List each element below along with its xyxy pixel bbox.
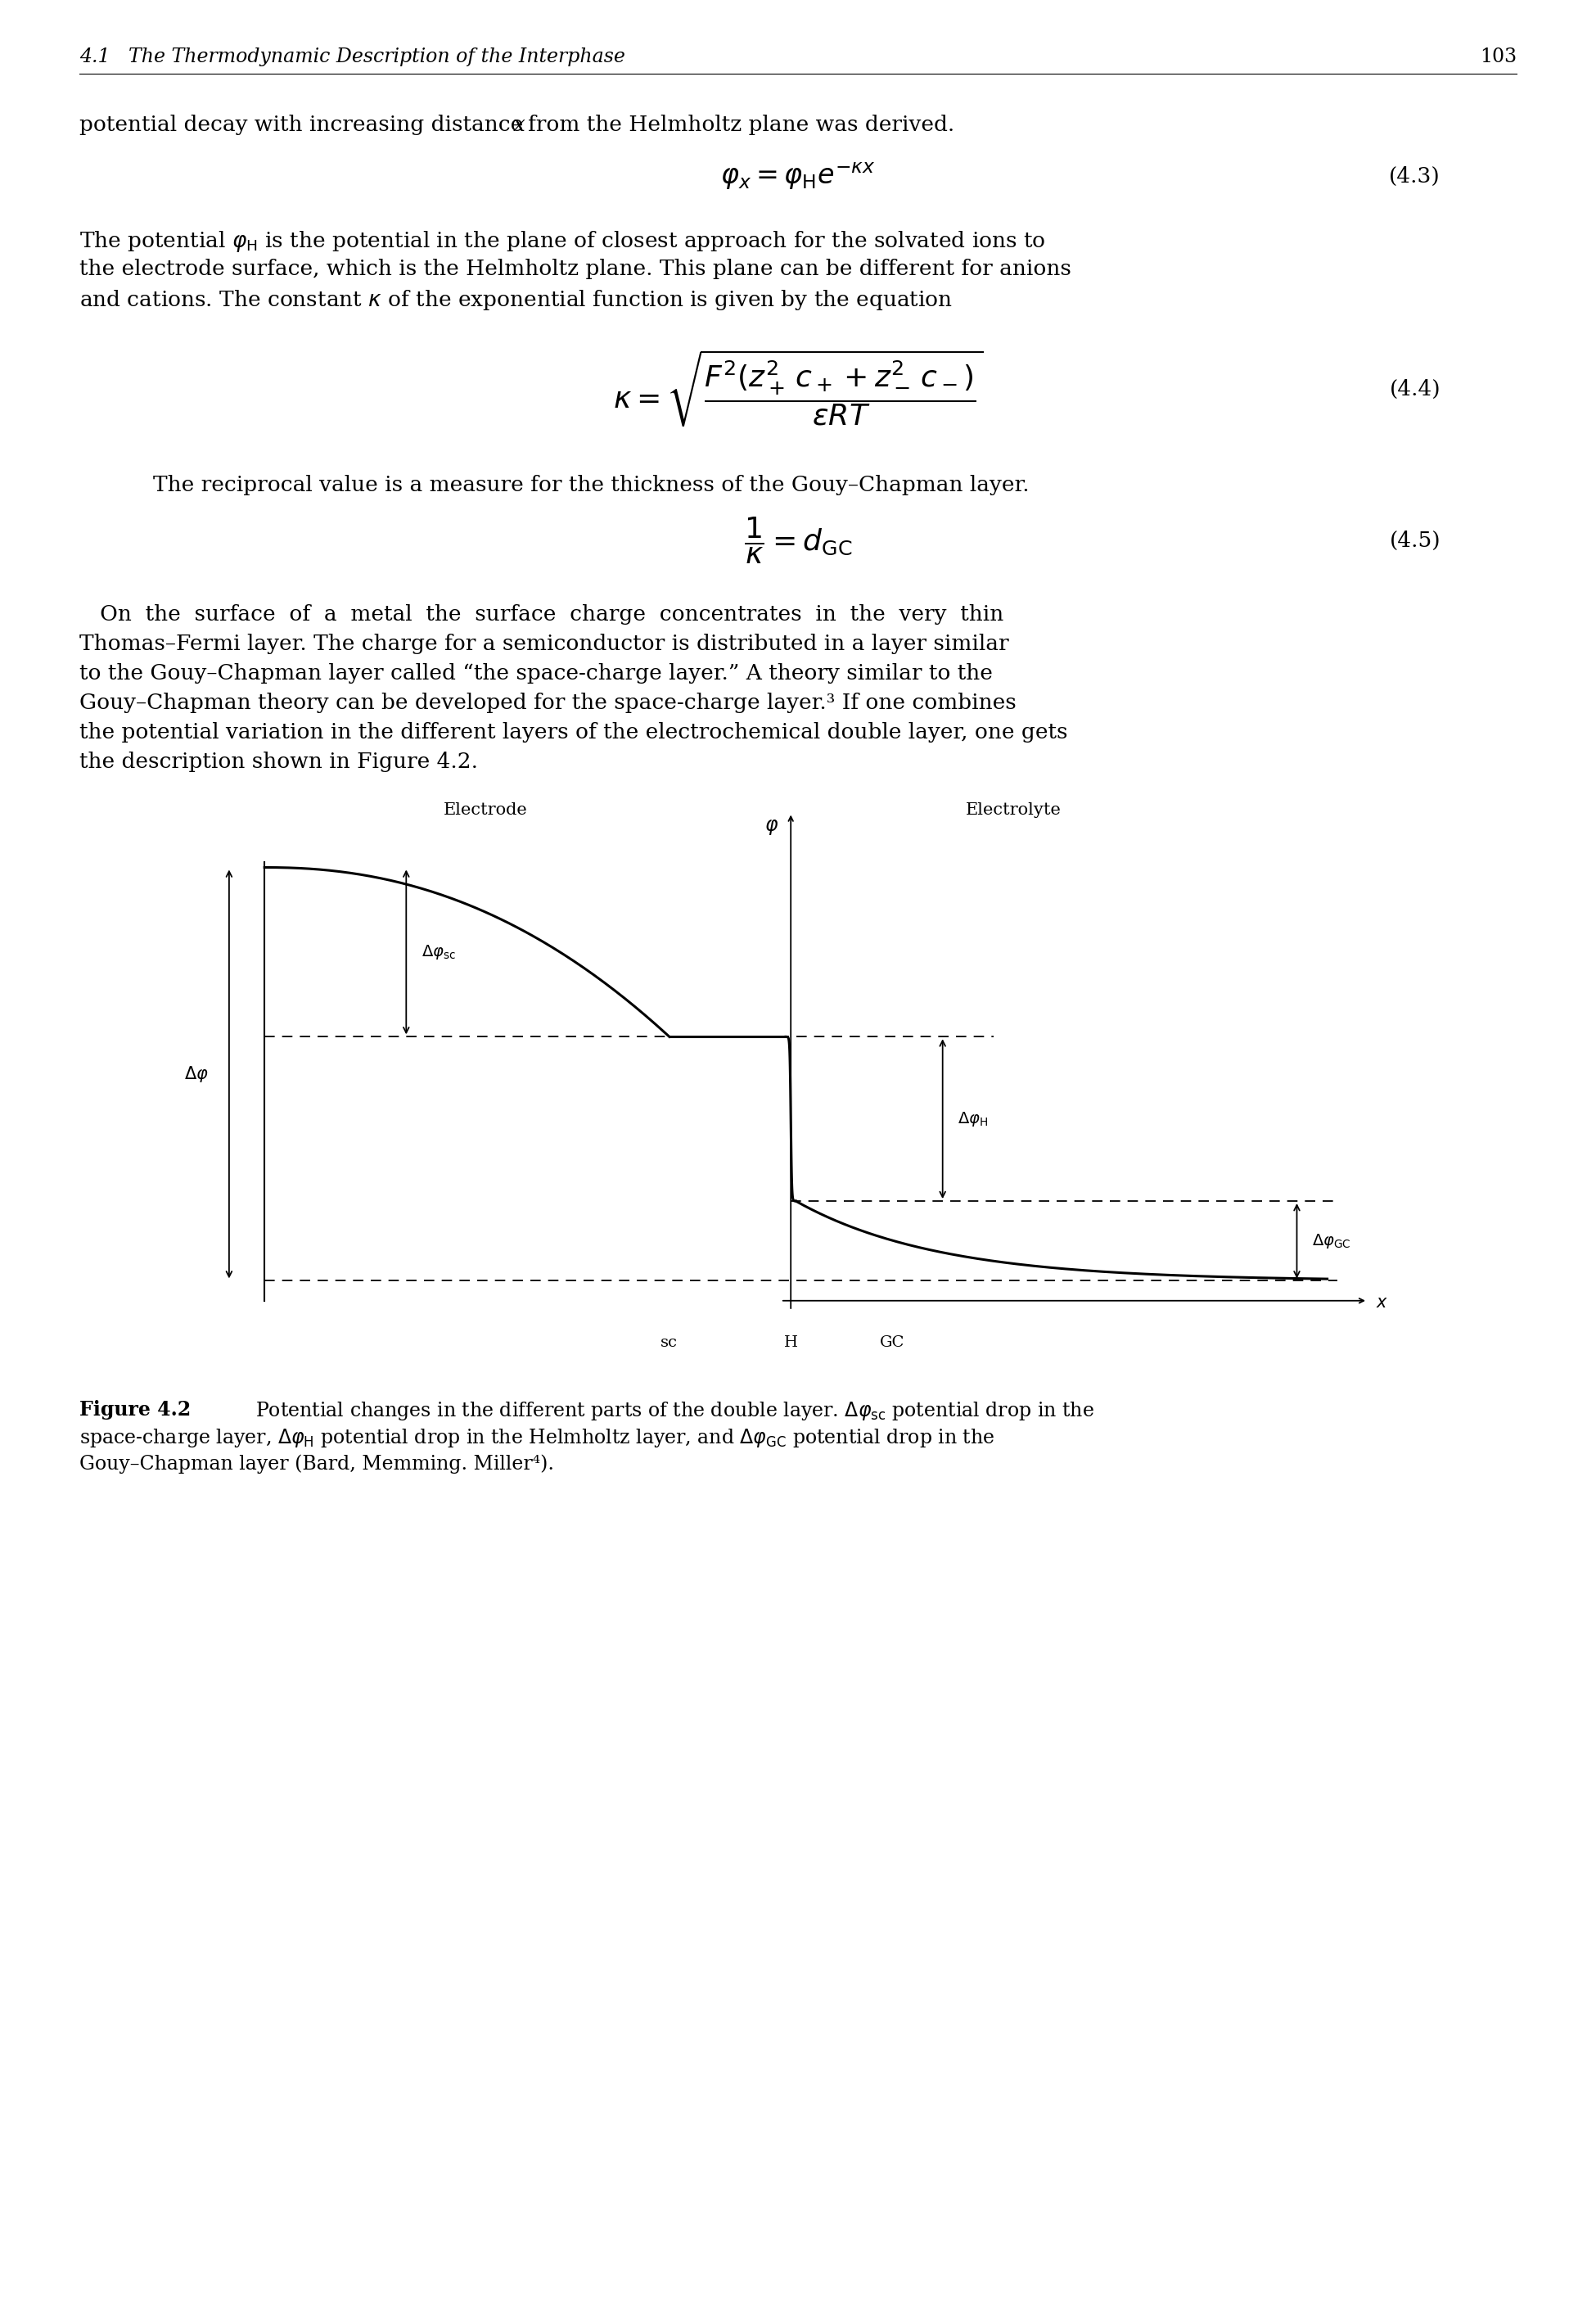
Text: $\Delta\varphi$: $\Delta\varphi$ — [185, 1065, 209, 1084]
Text: $\Delta\varphi_{\rm sc}$: $\Delta\varphi_{\rm sc}$ — [421, 942, 456, 961]
Text: H: H — [784, 1335, 798, 1351]
Text: (4.5): (4.5) — [1389, 529, 1441, 550]
Text: Potential changes in the different parts of the double layer. $\Delta\varphi_{\r: Potential changes in the different parts… — [243, 1400, 1095, 1423]
Text: (4.3): (4.3) — [1389, 165, 1441, 186]
Text: $\varphi$: $\varphi$ — [764, 817, 779, 836]
Text: Gouy–Chapman layer (Bard, Memming. Miller⁴).: Gouy–Chapman layer (Bard, Memming. Mille… — [80, 1453, 554, 1474]
Text: The reciprocal value is a measure for the thickness of the Gouy–Chapman layer.: The reciprocal value is a measure for th… — [153, 476, 1029, 494]
Text: $x$: $x$ — [1376, 1295, 1389, 1311]
Text: space-charge layer, $\Delta\varphi_{\rm H}$ potential drop in the Helmholtz laye: space-charge layer, $\Delta\varphi_{\rm … — [80, 1427, 994, 1448]
Text: Figure 4.2: Figure 4.2 — [80, 1400, 192, 1420]
Text: GC: GC — [879, 1335, 905, 1351]
Text: the description shown in Figure 4.2.: the description shown in Figure 4.2. — [80, 752, 477, 773]
Text: and cations. The constant $\kappa$ of the exponential function is given by the e: and cations. The constant $\kappa$ of th… — [80, 288, 953, 311]
Text: $\dfrac{1}{\kappa} = d_{\rm GC}$: $\dfrac{1}{\kappa} = d_{\rm GC}$ — [744, 515, 852, 566]
Text: 103: 103 — [1479, 46, 1516, 67]
Text: Thomas–Fermi layer. The charge for a semiconductor is distributed in a layer sim: Thomas–Fermi layer. The charge for a sem… — [80, 634, 1009, 655]
Text: $\Delta\varphi_{\rm H}$: $\Delta\varphi_{\rm H}$ — [958, 1109, 988, 1128]
Text: On  the  surface  of  a  metal  the  surface  charge  concentrates  in  the  ver: On the surface of a metal the surface ch… — [80, 603, 1004, 624]
Text: the potential variation in the different layers of the electrochemical double la: the potential variation in the different… — [80, 722, 1068, 743]
Text: $\Delta\varphi_{\rm GC}$: $\Delta\varphi_{\rm GC}$ — [1312, 1232, 1350, 1251]
Text: to the Gouy–Chapman layer called “the space-charge layer.” A theory similar to t: to the Gouy–Chapman layer called “the sp… — [80, 664, 993, 685]
Text: $\varphi_x = \varphi_{\rm H} e^{-\kappa x}$: $\varphi_x = \varphi_{\rm H} e^{-\kappa … — [720, 160, 876, 190]
Text: potential decay with increasing distance: potential decay with increasing distance — [80, 114, 523, 135]
Text: Electrode: Electrode — [444, 803, 528, 817]
Text: x: x — [514, 114, 525, 135]
Text: (4.4): (4.4) — [1389, 378, 1441, 399]
Text: from the Helmholtz plane was derived.: from the Helmholtz plane was derived. — [528, 114, 954, 135]
Text: sc: sc — [661, 1335, 678, 1351]
Text: The potential $\varphi_{\rm H}$ is the potential in the plane of closest approac: The potential $\varphi_{\rm H}$ is the p… — [80, 230, 1045, 253]
Text: 4.1   The Thermodynamic Description of the Interphase: 4.1 The Thermodynamic Description of the… — [80, 46, 626, 67]
Text: Electrolyte: Electrolyte — [966, 803, 1061, 817]
Text: Gouy–Chapman theory can be developed for the space-charge layer.³ If one combine: Gouy–Chapman theory can be developed for… — [80, 692, 1017, 713]
Text: the electrode surface, which is the Helmholtz plane. This plane can be different: the electrode surface, which is the Helm… — [80, 258, 1071, 279]
Text: $\kappa = \sqrt{\dfrac{F^2(z_+^2\, c_+ + z_-^2\, c_-)}{\varepsilon RT}}$: $\kappa = \sqrt{\dfrac{F^2(z_+^2\, c_+ +… — [613, 348, 983, 429]
